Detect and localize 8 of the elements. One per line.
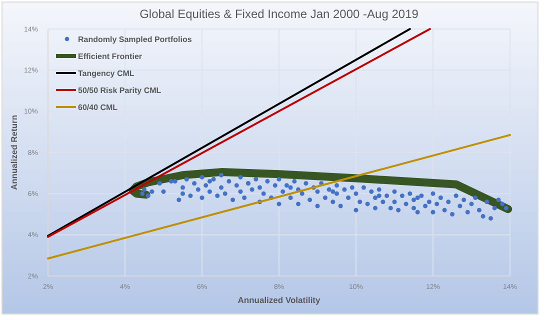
legend-label: Tangency CML bbox=[78, 69, 134, 78]
legend-label: 60/40 CML bbox=[78, 103, 118, 112]
y-axis-title: Annualized Return bbox=[9, 114, 19, 190]
legend-label: Efficient Frontier bbox=[78, 52, 142, 61]
x-axis-title: Annualized Volatility bbox=[238, 295, 321, 305]
legend-label: 50/50 Risk Parity CML bbox=[78, 86, 162, 95]
chart-title: Global Equities & Fixed Income Jan 2000 -Aug 2019 bbox=[140, 7, 419, 21]
legend-label: Randomly Sampled Portfolios bbox=[78, 35, 192, 44]
